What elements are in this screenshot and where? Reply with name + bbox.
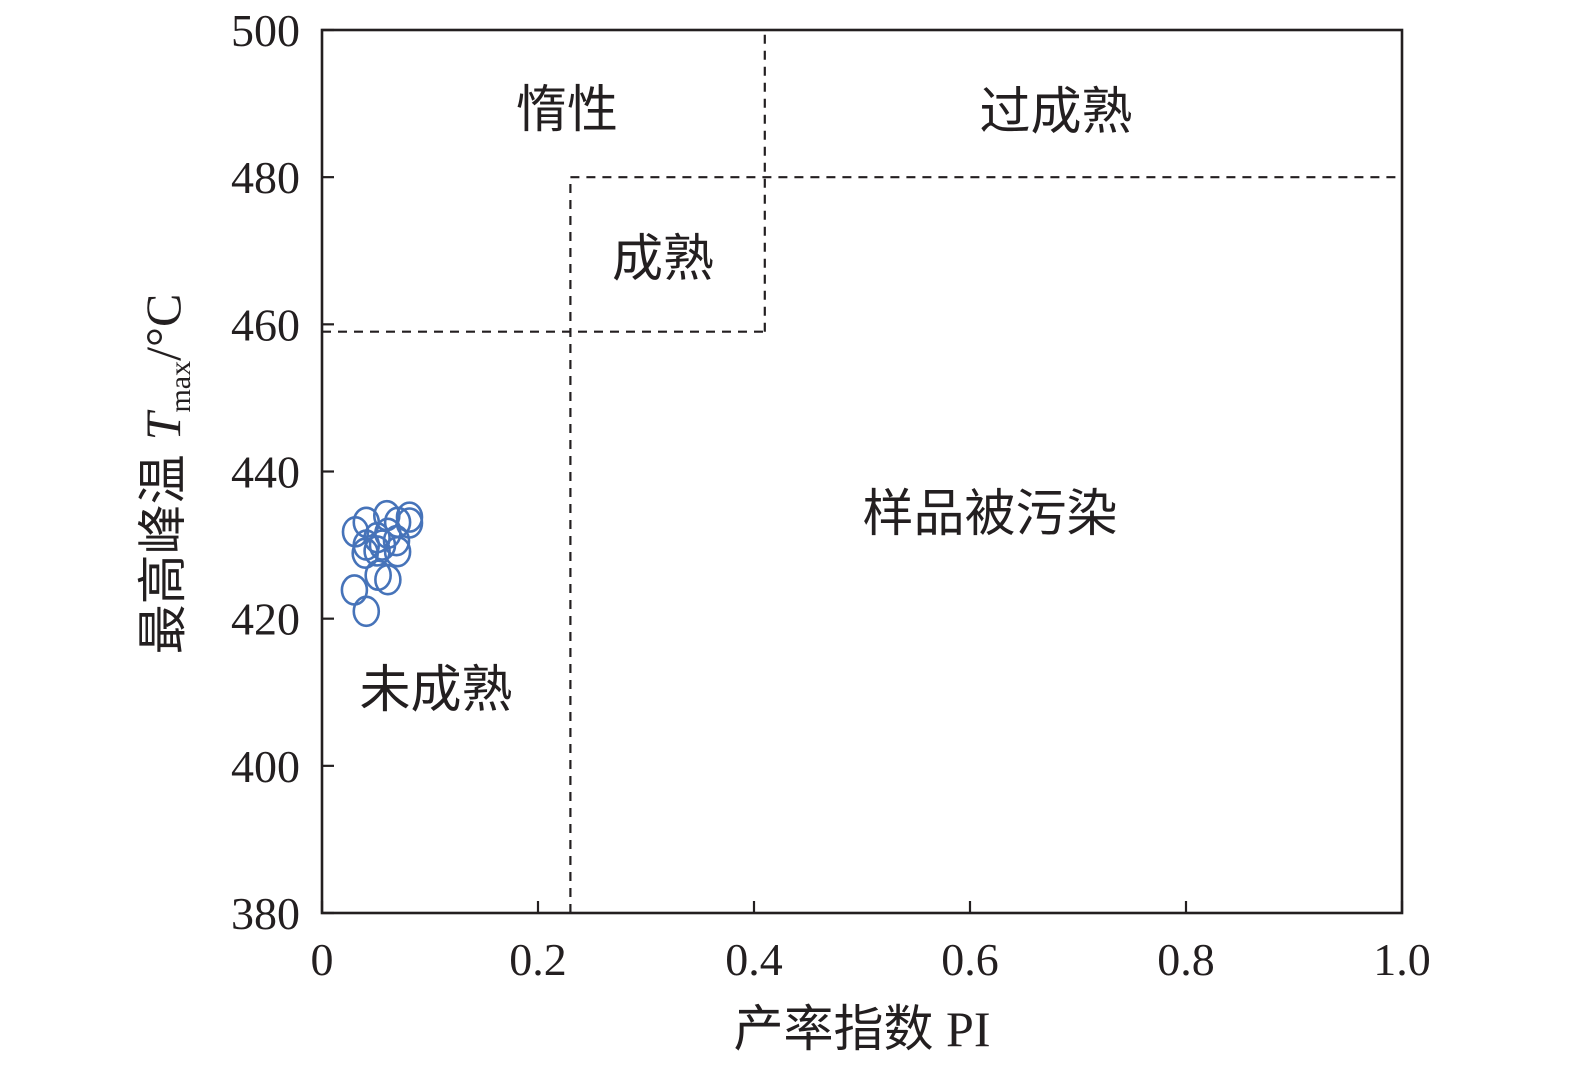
y-tick-label: 400 bbox=[231, 741, 300, 792]
region-label-overmature: 过成熟 bbox=[979, 85, 1132, 141]
data-point bbox=[340, 574, 369, 606]
data-point bbox=[383, 535, 412, 568]
region-labels: 惰性 过成熟 成熟 样品被污染 未成熟 bbox=[359, 83, 1132, 719]
region-boundaries bbox=[322, 30, 1402, 913]
x-tick-label: 0 bbox=[311, 934, 334, 985]
y-tick-label: 460 bbox=[231, 299, 300, 350]
y-axis-label: 最高峰温 Tmax/°C bbox=[135, 294, 197, 655]
y-tick-label: 480 bbox=[231, 152, 300, 203]
data-point bbox=[395, 507, 424, 539]
data-point bbox=[363, 535, 391, 567]
y-tick-label: 420 bbox=[231, 594, 300, 645]
x-tick-label: 0.4 bbox=[725, 934, 783, 985]
y-tick-label: 380 bbox=[231, 888, 300, 939]
data-point bbox=[368, 529, 397, 561]
data-point bbox=[352, 595, 381, 628]
y-axis-label-text: 最高峰温 bbox=[135, 454, 191, 654]
x-axis-label: 产率指数 PI bbox=[734, 1001, 991, 1057]
y-axis-label-symbol: T bbox=[135, 409, 191, 440]
x-tick-label: 0.6 bbox=[941, 934, 999, 985]
y-axis-label-unit: /°C bbox=[135, 294, 191, 361]
region-label-contaminated: 样品被污染 bbox=[862, 487, 1117, 543]
x-tick-label: 0.8 bbox=[1157, 934, 1215, 985]
y-axis-label-subscript: max bbox=[164, 361, 197, 413]
y-tick-label: 440 bbox=[231, 447, 300, 498]
axes: 0 0.2 0.4 0.6 0.8 1.0 380 400 420 440 460 480 500 bbox=[231, 5, 1431, 985]
region-label-mature: 成熟 bbox=[612, 232, 714, 288]
region-label-immature: 未成熟 bbox=[359, 663, 512, 719]
y-tick-label: 500 bbox=[231, 5, 300, 56]
plot-frame bbox=[320, 28, 1404, 915]
data-points bbox=[340, 499, 424, 628]
x-tick-label: 1.0 bbox=[1373, 934, 1431, 985]
x-tick-label: 0.2 bbox=[509, 934, 567, 985]
data-point bbox=[374, 563, 402, 596]
region-label-inert: 惰性 bbox=[516, 83, 618, 139]
